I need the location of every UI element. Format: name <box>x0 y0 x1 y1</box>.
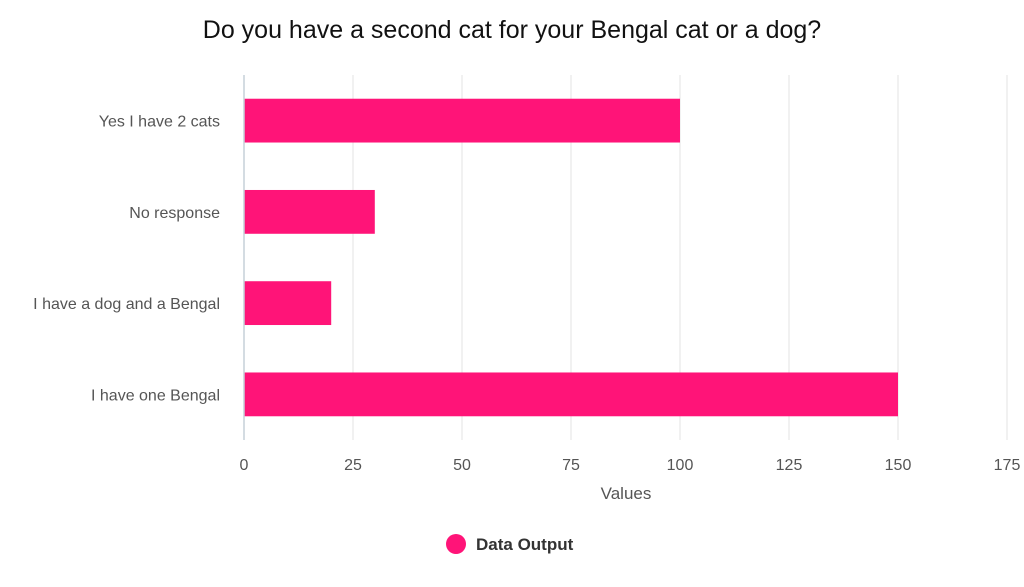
x-axis-title: Values <box>601 484 652 503</box>
x-tick-labels: 0 25 50 75 100 125 150 175 <box>240 457 1021 474</box>
x-tick-label-175: 175 <box>994 457 1021 474</box>
category-label-i-have-a-dog-and-a-bengal: I have a dog and a Bengal <box>33 296 220 313</box>
bar-no-response <box>244 189 375 234</box>
category-labels: Yes I have 2 cats No response I have a dog… <box>33 114 220 405</box>
chart-title: Do you have a second cat for your Bengal… <box>203 16 821 44</box>
x-tick-label-25: 25 <box>344 457 362 474</box>
category-label-i-have-one-bengal: I have one Bengal <box>91 387 220 404</box>
x-tick-label-125: 125 <box>776 457 803 474</box>
legend: Data Output <box>446 534 574 554</box>
category-label-no-response: No response <box>129 205 220 222</box>
bar-i-have-a-dog-and-a-bengal <box>244 281 332 326</box>
bars <box>244 98 898 417</box>
x-tick-label-50: 50 <box>453 457 471 474</box>
category-label-yes-i-have-2-cats: Yes I have 2 cats <box>99 114 220 131</box>
x-tick-label-0: 0 <box>240 457 249 474</box>
legend-swatch-data-output <box>446 534 466 554</box>
x-tick-label-100: 100 <box>667 457 694 474</box>
x-tick-label-150: 150 <box>885 457 912 474</box>
bar-yes-i-have-2-cats <box>244 98 680 143</box>
bar-i-have-one-bengal <box>244 372 898 417</box>
legend-label-data-output: Data Output <box>476 535 574 554</box>
x-tick-label-75: 75 <box>562 457 580 474</box>
